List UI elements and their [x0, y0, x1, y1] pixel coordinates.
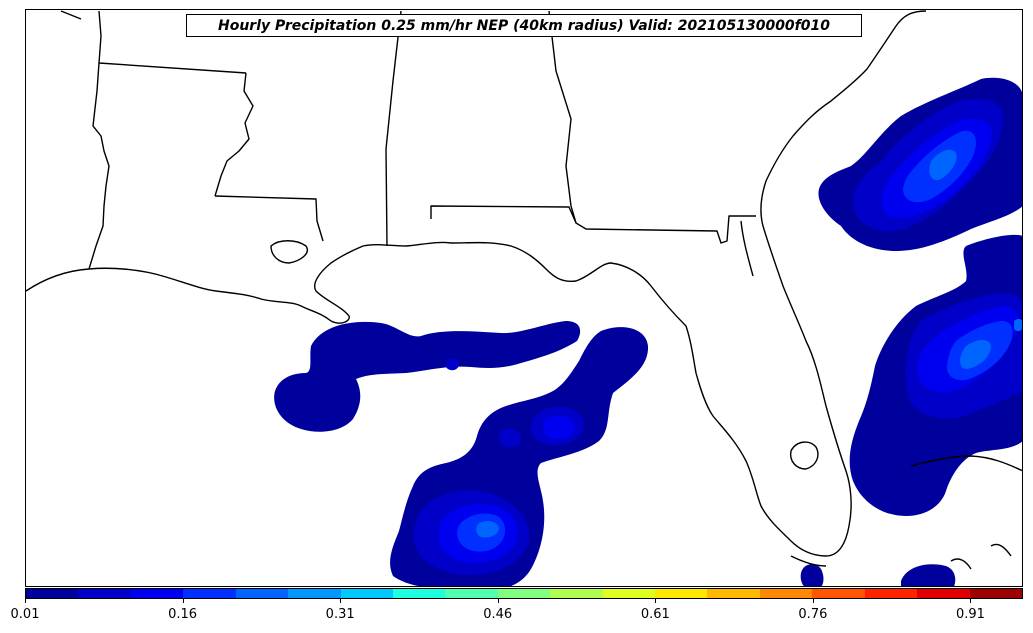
map-canvas — [26, 10, 1022, 586]
colorbar-segment — [445, 589, 498, 598]
colorbar-segment — [655, 589, 708, 598]
border-al-fl — [430, 205, 756, 244]
border-ms-al — [385, 10, 402, 247]
colorbar-segment — [864, 589, 918, 598]
colorbar-tick-label: 0.16 — [168, 607, 198, 622]
colorbar-tick-label: 0.76 — [798, 607, 828, 622]
coastline-lake-ponchartrain — [270, 240, 308, 264]
colorbar-segment — [392, 589, 446, 598]
colorbar-segment — [130, 589, 184, 598]
precip-level5 — [476, 149, 1022, 538]
colorbar-segment — [288, 589, 341, 598]
coastline-gulf — [26, 10, 927, 557]
colorbar-axis: 0.01 0.16 0.31 0.46 0.61 0.76 0.91 — [11, 599, 1023, 629]
map-title: Hourly Precipitation 0.25 mm/hr NEP (40k… — [186, 14, 862, 37]
colorbar-tick — [25, 599, 26, 603]
map-title-text: Hourly Precipitation 0.25 mm/hr NEP (40k… — [217, 17, 830, 34]
map-panel — [25, 9, 1023, 587]
lake-okeechobee — [789, 441, 819, 470]
colorbar — [25, 588, 1023, 599]
colorbar-tick — [497, 599, 499, 603]
coastline-fl-west-islands — [740, 220, 754, 277]
precip-region-keys — [800, 564, 824, 586]
bahamas-coast — [950, 543, 1012, 570]
map-boundaries — [26, 10, 1022, 570]
precip-region-gulf-west — [274, 321, 581, 432]
border-ar-la — [98, 10, 247, 74]
colorbar-segment — [969, 589, 1023, 598]
border-la-ms-river — [214, 72, 254, 197]
colorbar-tick — [812, 599, 814, 603]
border-al-ga — [548, 10, 577, 224]
colorbar-segment — [340, 589, 393, 598]
colorbar-tick — [340, 599, 342, 603]
colorbar-segment — [235, 589, 289, 598]
colorbar-tick — [655, 599, 657, 603]
colorbar-tick — [182, 599, 184, 603]
colorbar-tick — [970, 599, 972, 603]
colorbar-segment — [78, 589, 131, 598]
fl-keys — [790, 555, 827, 567]
colorbar-segment — [759, 589, 813, 598]
precip-region-bahamas — [901, 564, 956, 586]
border-la-tx — [88, 62, 110, 270]
colorbar-tick-label: 0.01 — [10, 607, 40, 622]
colorbar-segment — [917, 589, 970, 598]
colorbar-segment — [812, 589, 865, 598]
colorbar-segment — [550, 589, 603, 598]
colorbar-tick-label: 0.31 — [325, 607, 355, 622]
border-tx-ar — [60, 10, 82, 20]
border-la-ms-south — [214, 195, 324, 242]
colorbar-segment — [707, 589, 760, 598]
colorbar-segment — [602, 589, 656, 598]
colorbar-segment — [497, 589, 551, 598]
cuba-coast — [910, 455, 1022, 472]
colorbar-tick-label: 0.46 — [483, 607, 513, 622]
colorbar-segment — [183, 589, 236, 598]
colorbar-tick-label: 0.61 — [640, 607, 670, 622]
colorbar-segment — [26, 589, 79, 598]
colorbar-tick-label: 0.91 — [955, 607, 985, 622]
